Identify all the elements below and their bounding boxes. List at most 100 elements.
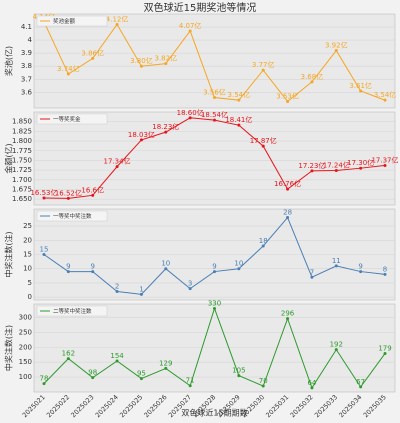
- point: [42, 382, 46, 386]
- x-tick-label: 2025031: [264, 393, 290, 419]
- point: [91, 56, 95, 60]
- point: [334, 169, 338, 173]
- value-label: 3: [188, 280, 192, 288]
- value-label: 9: [212, 263, 216, 271]
- legend-label: 一等奖奖金: [53, 115, 81, 123]
- value-label: 3.56亿: [203, 88, 226, 97]
- point: [66, 270, 70, 274]
- point: [42, 253, 46, 256]
- y-tick-label: 1.650: [12, 195, 32, 203]
- value-label: 3.54亿: [228, 90, 251, 99]
- y-tick-label: 100: [19, 373, 32, 381]
- point: [359, 385, 363, 389]
- point: [310, 386, 314, 390]
- value-label: 18: [259, 237, 268, 245]
- value-label: 162: [62, 350, 75, 358]
- y-tick-label: 4: [28, 36, 33, 44]
- value-label: 3.92亿: [325, 41, 348, 50]
- point: [383, 352, 387, 356]
- point: [334, 49, 338, 53]
- value-label: 3.86亿: [81, 48, 104, 57]
- y-tick-label: 1.700: [12, 176, 32, 184]
- y-tick-label: 1.750: [12, 156, 32, 164]
- y-tick-label: 1.850: [12, 118, 32, 126]
- point: [383, 272, 387, 276]
- y-tick-label: 300: [19, 313, 32, 321]
- point: [115, 22, 119, 26]
- x-tick-label: 2025023: [69, 393, 95, 419]
- value-label: 70: [259, 377, 268, 385]
- value-label: 18.60亿: [177, 108, 204, 117]
- point: [261, 244, 265, 248]
- x-axis-label: 双色球近15期期数: [181, 408, 247, 418]
- point: [213, 118, 216, 122]
- point: [139, 138, 143, 142]
- value-label: 17.23亿: [298, 161, 325, 170]
- point: [334, 264, 338, 268]
- value-label: 3.53亿: [276, 91, 299, 100]
- x-tick-label: 2025026: [142, 393, 168, 419]
- chart-title: 双色球近15期奖池等情况: [144, 1, 257, 14]
- y-tick-label: 3.7: [21, 75, 32, 83]
- value-label: 16.6亿: [81, 185, 104, 194]
- point: [261, 144, 265, 148]
- point: [66, 196, 70, 200]
- point: [286, 187, 290, 191]
- x-tick-label: 2025021: [21, 393, 47, 419]
- legend-label: 一等奖中奖注数: [53, 212, 92, 220]
- point: [188, 29, 192, 33]
- value-label: 11: [332, 257, 341, 265]
- value-label: 154: [110, 352, 124, 360]
- y-tick-label: 1.800: [12, 137, 32, 145]
- point: [139, 377, 143, 381]
- point: [213, 306, 216, 310]
- value-label: 2: [115, 282, 119, 290]
- point: [164, 267, 168, 271]
- point: [237, 374, 241, 378]
- legend-label: 二等奖中奖注数: [53, 307, 92, 315]
- y-tick-label: 3.9: [21, 49, 32, 57]
- point: [237, 123, 241, 127]
- point: [359, 270, 363, 274]
- value-label: 64: [307, 379, 316, 387]
- value-label: 17.30亿: [347, 158, 374, 167]
- value-label: 3.74亿: [57, 64, 80, 73]
- point: [286, 317, 290, 321]
- point: [164, 366, 168, 370]
- y-tick-label: 0: [28, 293, 32, 301]
- x-tick-label: 2025032: [289, 393, 315, 419]
- value-label: 28: [283, 209, 292, 217]
- y-tick-label: 250: [19, 328, 32, 336]
- value-label: 98: [88, 369, 97, 377]
- y-axis-label: 中奖注数(注): [4, 231, 14, 277]
- point: [213, 96, 216, 100]
- point: [286, 99, 290, 103]
- y-tick-label: 5: [28, 279, 32, 287]
- value-label: 3.80亿: [130, 56, 153, 65]
- y-axis-label: 奖池(亿): [4, 46, 14, 76]
- legend-label: 奖池金额: [53, 17, 76, 25]
- value-label: 15: [40, 246, 49, 254]
- value-label: 3.54亿: [374, 90, 397, 99]
- value-label: 16.52亿: [55, 188, 82, 197]
- value-label: 17.37亿: [371, 155, 398, 164]
- point: [286, 216, 290, 220]
- point: [359, 166, 363, 170]
- value-label: 3.77亿: [252, 60, 275, 69]
- y-tick-label: 15: [23, 251, 32, 259]
- value-label: 296: [281, 310, 295, 318]
- y-tick-label: 200: [19, 343, 32, 351]
- y-tick-label: 1.725: [12, 166, 32, 174]
- y-tick-label: 3.8: [21, 62, 32, 70]
- value-label: 8: [383, 265, 387, 273]
- value-label: 10: [234, 260, 243, 268]
- value-label: 3.68亿: [301, 72, 324, 81]
- x-tick-label: 2025024: [94, 393, 120, 419]
- x-tick-label: 2025022: [45, 393, 71, 419]
- y-tick-label: 25: [23, 222, 32, 230]
- point: [188, 384, 192, 388]
- value-label: 179: [378, 345, 391, 353]
- value-label: 10: [161, 260, 170, 268]
- legend-box: [36, 113, 108, 125]
